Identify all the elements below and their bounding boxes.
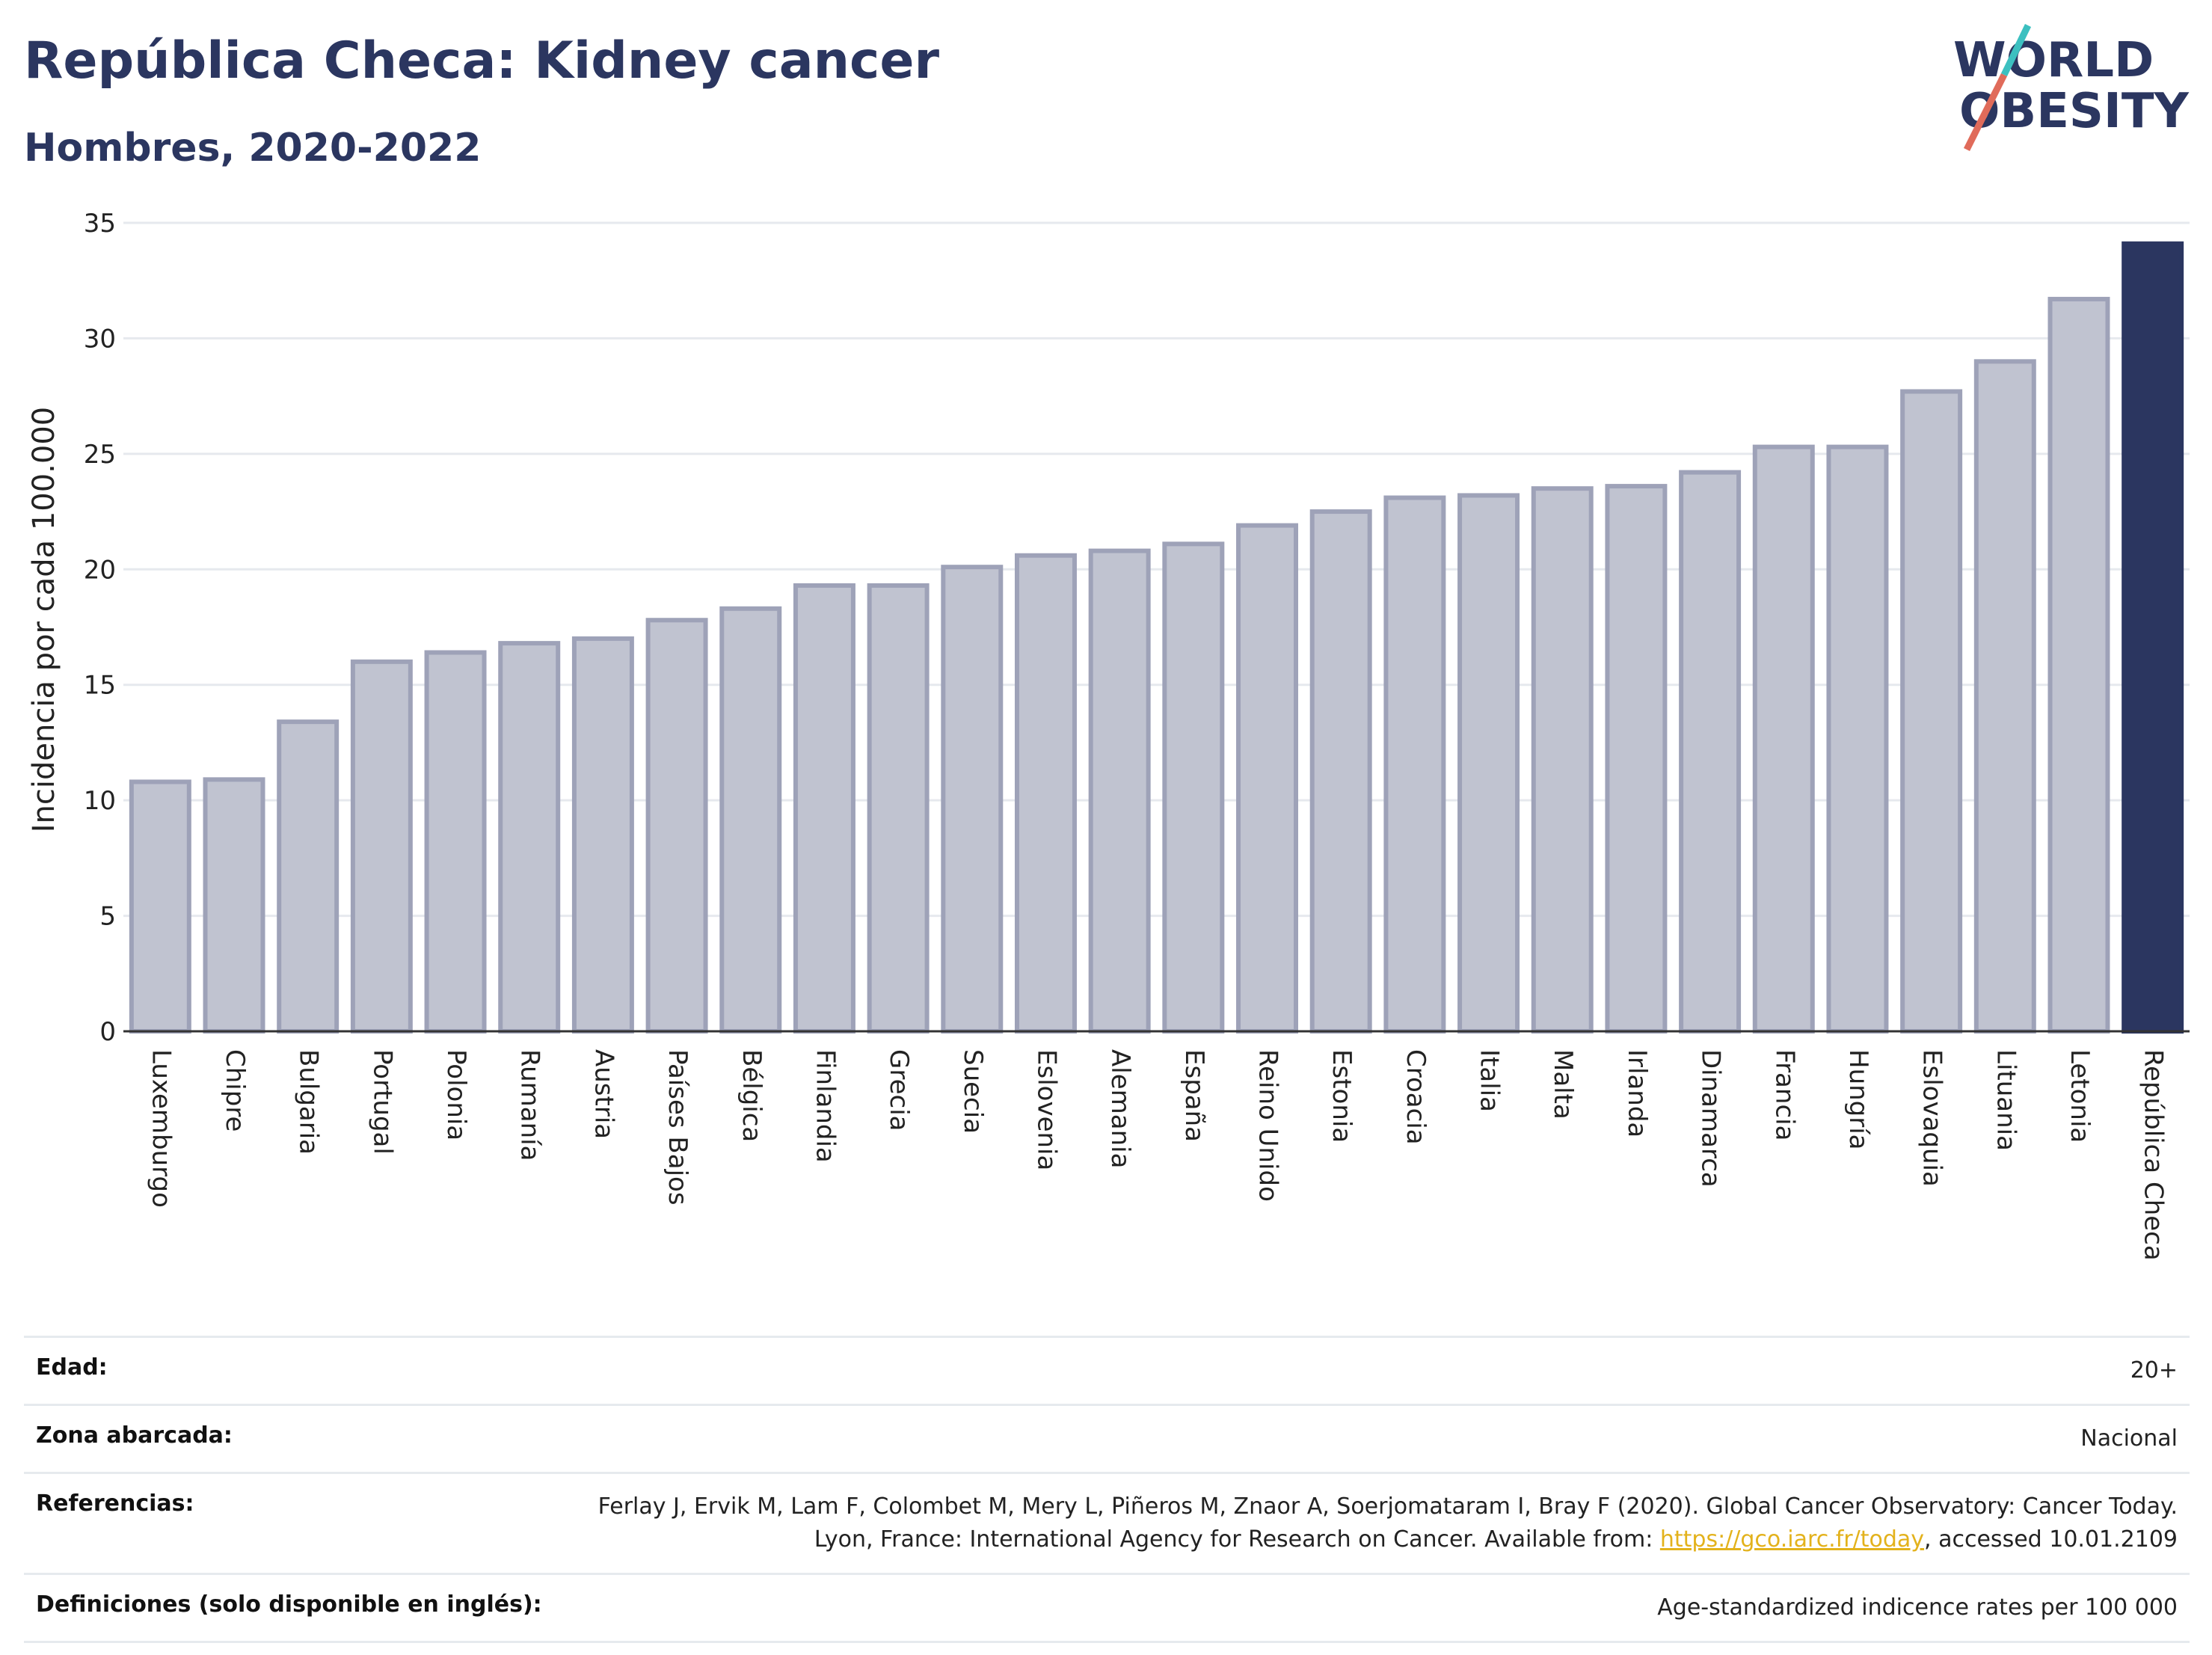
x-tick-label: Francia [1769, 1049, 1799, 1140]
x-tick-label: Chipre [220, 1049, 250, 1132]
page-subtitle: Hombres, 2020-2022 [24, 126, 482, 171]
x-tick-label: Países Bajos [663, 1049, 692, 1206]
info-key-age: Edad: [36, 1354, 108, 1381]
info-key-references: Referencias: [36, 1490, 194, 1517]
info-value-definitions: Age-standardized indicence rates per 100… [1657, 1594, 2178, 1621]
reference-text: Ferlay J, Ervik M, Lam F, Colombet M, Me… [597, 1493, 2178, 1553]
bar [203, 777, 265, 1034]
info-value-references: Ferlay J, Ervik M, Lam F, Colombet M, Me… [554, 1473, 2190, 1574]
info-row-coverage: Zona abarcada: Nacional [24, 1404, 2190, 1473]
bar [867, 583, 930, 1034]
bar [1457, 493, 1520, 1034]
x-tick-label: Bélgica [737, 1049, 766, 1142]
bar [1605, 484, 1668, 1034]
x-tick-label: Rumanía [515, 1049, 545, 1161]
x-tick-label: Bulgaria [294, 1049, 324, 1155]
bar-chart: 0 5 10 15 20 25 30 35 Luxemburgo Chipre Bulgaria P… [27, 209, 2190, 1261]
bar [793, 583, 855, 1034]
x-tick-label: Portugal [367, 1049, 397, 1155]
page-title: República Checa: Kidney cancer [24, 31, 939, 90]
y-tick-label: 20 [84, 555, 116, 585]
logo-line1: WORLD [1953, 33, 2154, 88]
x-tick-label: Estonia [1327, 1049, 1357, 1143]
reference-link[interactable]: https://gco.iarc.fr/today [1659, 1526, 1925, 1553]
bar [1383, 495, 1446, 1034]
bar [277, 719, 340, 1034]
x-tick-label: Italia [1475, 1049, 1505, 1112]
bars [129, 241, 2184, 1034]
bar [498, 641, 561, 1034]
x-tick-label: Eslovenia [1031, 1049, 1061, 1170]
info-row-references: Referencias: Ferlay J, Ervik M, Lam F, C… [24, 1473, 2190, 1574]
x-tick-label: Irlanda [1622, 1049, 1652, 1137]
y-tick-label: 25 [84, 440, 116, 470]
bar [645, 618, 708, 1034]
bar [1752, 444, 1815, 1034]
x-tick-label: Polonia [441, 1049, 471, 1140]
x-tick-label: República Checa [2139, 1049, 2169, 1261]
y-tick-label: 35 [84, 209, 116, 239]
bar [2122, 241, 2184, 1034]
bar [1309, 509, 1372, 1034]
x-tick-label: Grecia [884, 1049, 914, 1131]
info-value-age: 20+ [2130, 1357, 2178, 1384]
reference-accessed: , accessed 10.01.2109 [1924, 1526, 2178, 1553]
info-row-definitions: Definiciones (solo disponible en inglés)… [24, 1573, 2190, 1642]
x-tick-label: Malta [1548, 1049, 1578, 1120]
bar [129, 779, 191, 1034]
bar [1014, 553, 1077, 1034]
bar [1162, 541, 1225, 1034]
bar [1531, 486, 1594, 1034]
x-tick-label: Hungría [1843, 1049, 1873, 1150]
world-obesity-logo: WORLD OBESITY [1953, 24, 2189, 152]
bar [1236, 523, 1299, 1034]
bar [2047, 296, 2110, 1034]
bar [571, 636, 634, 1034]
y-tick-label: 0 [99, 1017, 116, 1047]
info-value-coverage: Nacional [2080, 1425, 2178, 1452]
x-tick-label: Austria [589, 1049, 618, 1139]
info-key-definitions: Definiciones (solo disponible en inglés)… [36, 1591, 542, 1618]
x-tick-label: Dinamarca [1696, 1049, 1726, 1188]
x-tick-label: Lituania [1991, 1049, 2021, 1151]
info-table: Edad: 20+ Zona abarcada: Nacional Refere… [24, 1336, 2190, 1643]
x-tick-label: Finlandia [810, 1049, 840, 1163]
y-tick-label: 30 [84, 324, 116, 354]
x-tick-label: Alemania [1105, 1049, 1135, 1168]
x-tick-label: Eslovaquia [1917, 1049, 1947, 1187]
bar [719, 606, 782, 1034]
info-row-age: Edad: 20+ [24, 1336, 2190, 1405]
x-tick-label: España [1179, 1049, 1209, 1142]
bar [1679, 470, 1742, 1034]
x-tick-label: Suecia [958, 1049, 988, 1134]
y-tick-label: 10 [84, 786, 116, 816]
bar [941, 565, 1004, 1034]
x-tick-label: Croacia [1401, 1049, 1431, 1145]
x-axis-labels: Luxemburgo Chipre Bulgaria Portugal Polonia R… [146, 1049, 2168, 1261]
bar [1900, 389, 1963, 1034]
y-tick-label: 15 [84, 671, 116, 701]
logo-slash-red [1963, 73, 2008, 152]
bar [1973, 359, 2036, 1034]
bar [1088, 548, 1151, 1034]
bar [1826, 444, 1889, 1034]
bar [424, 650, 487, 1034]
bar [350, 659, 413, 1034]
y-axis-label: Incidencia por cada 100.000 [27, 407, 61, 833]
y-axis-ticks: 0 5 10 15 20 25 30 35 [84, 209, 116, 1047]
x-tick-label: Luxemburgo [146, 1049, 176, 1208]
logo-slash-teal [2000, 24, 2032, 76]
x-tick-label: Reino Unido [1253, 1049, 1283, 1202]
y-tick-label: 5 [99, 902, 116, 932]
info-key-coverage: Zona abarcada: [36, 1422, 233, 1449]
x-tick-label: Letonia [2065, 1049, 2095, 1143]
